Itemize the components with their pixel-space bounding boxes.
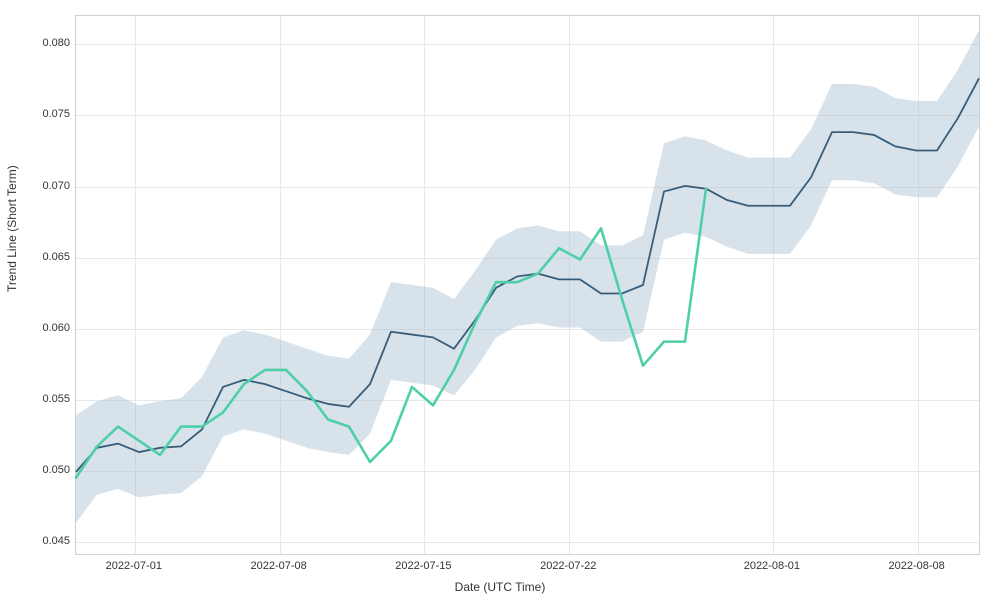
y-axis-label: Trend Line (Short Term) [5,165,19,292]
y-tick-label: 0.080 [42,37,70,49]
y-tick-label: 0.055 [42,393,70,405]
y-tick-label: 0.045 [42,535,70,547]
x-tick-label: 2022-07-01 [106,560,162,572]
x-axis-label: Date (UTC Time) [455,580,546,594]
confidence-band [76,30,979,523]
chart-plot-area [75,15,980,555]
x-tick-label: 2022-07-15 [395,560,451,572]
y-tick-label: 0.065 [42,251,70,263]
y-tick-label: 0.050 [42,464,70,476]
x-tick-label: 2022-08-08 [889,560,945,572]
x-tick-label: 2022-07-08 [250,560,306,572]
y-tick-label: 0.070 [42,180,70,192]
x-tick-label: 2022-08-01 [744,560,800,572]
y-tick-label: 0.060 [42,322,70,334]
x-tick-label: 2022-07-22 [540,560,596,572]
chart-svg [76,16,979,554]
y-tick-label: 0.075 [42,108,70,120]
